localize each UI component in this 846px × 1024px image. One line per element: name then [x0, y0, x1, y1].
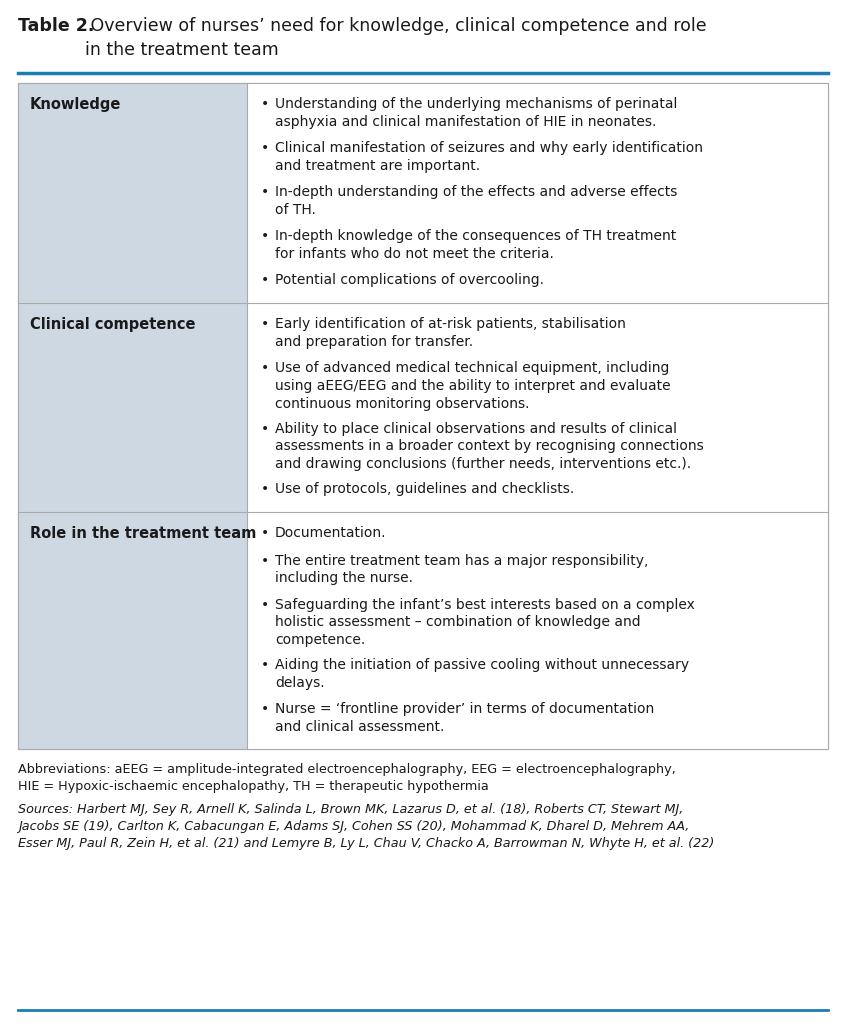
- Text: •: •: [261, 554, 269, 567]
- Text: In-depth understanding of the effects and adverse effects
of TH.: In-depth understanding of the effects an…: [275, 185, 678, 217]
- Text: Abbreviations: aEEG = amplitude-integrated electroencephalography, EEG = electro: Abbreviations: aEEG = amplitude-integrat…: [18, 763, 676, 793]
- Text: Potential complications of overcooling.: Potential complications of overcooling.: [275, 273, 544, 287]
- Text: •: •: [261, 273, 269, 287]
- Text: •: •: [261, 317, 269, 331]
- Text: Clinical manifestation of seizures and why early identification
and treatment ar: Clinical manifestation of seizures and w…: [275, 141, 703, 173]
- Bar: [247, 303, 828, 512]
- Text: Nurse = ‘frontline provider’ in terms of documentation
and clinical assessment.: Nurse = ‘frontline provider’ in terms of…: [275, 702, 654, 734]
- Text: •: •: [261, 526, 269, 540]
- Text: Role in the treatment team: Role in the treatment team: [30, 526, 256, 541]
- Text: Knowledge: Knowledge: [30, 97, 121, 112]
- Text: •: •: [261, 97, 269, 111]
- Text: Safeguarding the infant’s best interests based on a complex
holistic assessment : Safeguarding the infant’s best interests…: [275, 597, 695, 647]
- Text: •: •: [261, 702, 269, 716]
- Text: Aiding the initiation of passive cooling without unnecessary
delays.: Aiding the initiation of passive cooling…: [275, 658, 689, 690]
- Text: •: •: [261, 185, 269, 199]
- Bar: [18, 83, 828, 749]
- Text: •: •: [261, 229, 269, 243]
- Text: Understanding of the underlying mechanisms of perinatal
asphyxia and clinical ma: Understanding of the underlying mechanis…: [275, 97, 678, 129]
- Text: Sources: Harbert MJ, Sey R, Arnell K, Salinda L, Brown MK, Lazarus D, et al. (18: Sources: Harbert MJ, Sey R, Arnell K, Sa…: [18, 803, 714, 850]
- Bar: [18, 83, 247, 303]
- Text: Ability to place clinical observations and results of clinical
assessments in a : Ability to place clinical observations a…: [275, 422, 704, 471]
- Text: •: •: [261, 422, 269, 435]
- Text: Use of advanced medical technical equipment, including
using aEEG/EEG and the ab: Use of advanced medical technical equipm…: [275, 361, 671, 411]
- Text: •: •: [261, 361, 269, 375]
- Bar: [18, 512, 247, 749]
- Bar: [247, 83, 828, 303]
- Text: In-depth knowledge of the consequences of TH treatment
for infants who do not me: In-depth knowledge of the consequences o…: [275, 229, 676, 261]
- Text: •: •: [261, 482, 269, 496]
- Text: •: •: [261, 658, 269, 672]
- Bar: [18, 303, 247, 512]
- Text: Early identification of at-risk patients, stabilisation
and preparation for tran: Early identification of at-risk patients…: [275, 317, 626, 349]
- Text: •: •: [261, 141, 269, 155]
- Text: Documentation.: Documentation.: [275, 526, 387, 540]
- Text: Overview of nurses’ need for knowledge, clinical competence and role
in the trea: Overview of nurses’ need for knowledge, …: [85, 17, 706, 58]
- Text: •: •: [261, 597, 269, 611]
- Text: Clinical competence: Clinical competence: [30, 317, 195, 332]
- Text: Table 2.: Table 2.: [18, 17, 95, 35]
- Text: Use of protocols, guidelines and checklists.: Use of protocols, guidelines and checkli…: [275, 482, 574, 496]
- Text: The entire treatment team has a major responsibility,
including the nurse.: The entire treatment team has a major re…: [275, 554, 648, 586]
- Bar: [18, 83, 828, 749]
- Bar: [247, 512, 828, 749]
